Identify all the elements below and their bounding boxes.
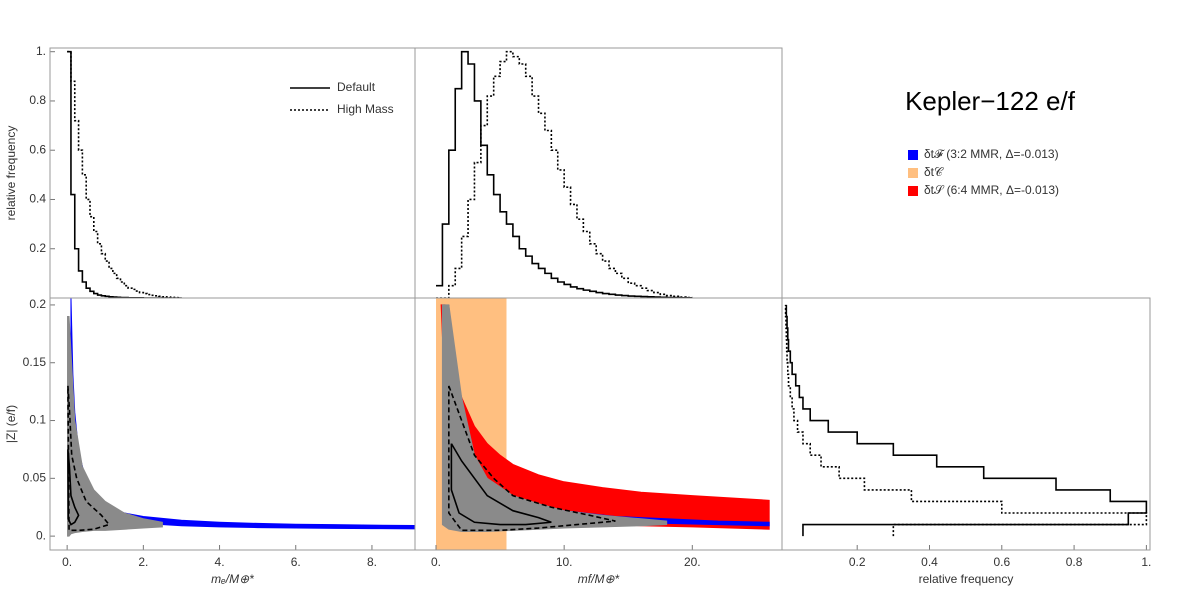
x-tick-label: 1. [1141, 555, 1151, 569]
histogram-line [436, 50, 693, 298]
x-axis-label: mf/M⊕* [578, 572, 620, 586]
x-tick-label: 0. [62, 555, 72, 569]
y-tick-label: 0.8 [29, 93, 46, 107]
legend-swatch [908, 150, 918, 160]
x-tick-label: 10. [556, 555, 573, 569]
y-tick-label: 1. [36, 44, 46, 58]
legend-label: Default [337, 80, 376, 94]
histogram-line [67, 50, 182, 298]
x-tick-label: 0.8 [1066, 555, 1083, 569]
y-axis-label: |Z| (e/f) [4, 405, 18, 443]
x-tick-label: 20. [684, 555, 701, 569]
y-tick-label: 0.4 [29, 192, 46, 206]
histogram-line [784, 304, 1148, 537]
plot-area [67, 50, 182, 298]
x-axis-label: relative frequency [919, 572, 1014, 586]
histogram-line [436, 50, 693, 298]
plot-area [784, 304, 1148, 537]
x-tick-label: 2. [138, 555, 148, 569]
histogram-line [785, 304, 1148, 537]
panel-frame [414, 47, 783, 299]
x-axis-label: mₑ/M⊕* [211, 572, 254, 586]
y-tick-label: 0.6 [29, 142, 46, 156]
histogram-line [67, 50, 182, 298]
legend-label: δt𝒮 (6:4 MMR, Δ=-0.013) [924, 183, 1059, 197]
x-tick-label: 0. [431, 555, 441, 569]
y-axis-label: relative frequency [4, 126, 18, 221]
legend-swatch [908, 186, 918, 196]
y-tick-label: 0.2 [29, 241, 46, 255]
legend-label: δt𝒞 [924, 165, 944, 179]
y-tick-label: 0.1 [29, 413, 46, 427]
x-tick-label: 4. [215, 555, 225, 569]
figure-title: Kepler−122 e/f [905, 86, 1076, 116]
band-area [441, 304, 668, 533]
panel-frame [781, 297, 1151, 551]
y-tick-label: 0.05 [23, 471, 47, 485]
x-tick-label: 8. [367, 555, 377, 569]
legend-label: High Mass [337, 102, 394, 116]
contour-line [67, 385, 111, 532]
plot-area [436, 298, 770, 550]
plot-area [436, 50, 693, 298]
legend-label: δt𝓕 (3:2 MMR, Δ=-0.013) [924, 147, 1059, 161]
y-tick-label: 0. [36, 528, 46, 542]
x-tick-label: 0.4 [921, 555, 938, 569]
contour-line [450, 443, 552, 526]
x-tick-label: 6. [291, 555, 301, 569]
plot-area [67, 298, 415, 537]
x-tick-label: 0.2 [849, 555, 866, 569]
x-tick-label: 0.6 [993, 555, 1010, 569]
band-area [70, 298, 415, 530]
band-area [67, 315, 163, 537]
legend-swatch [908, 168, 918, 178]
y-tick-label: 0.2 [29, 297, 46, 311]
y-tick-label: 0.15 [23, 355, 47, 369]
